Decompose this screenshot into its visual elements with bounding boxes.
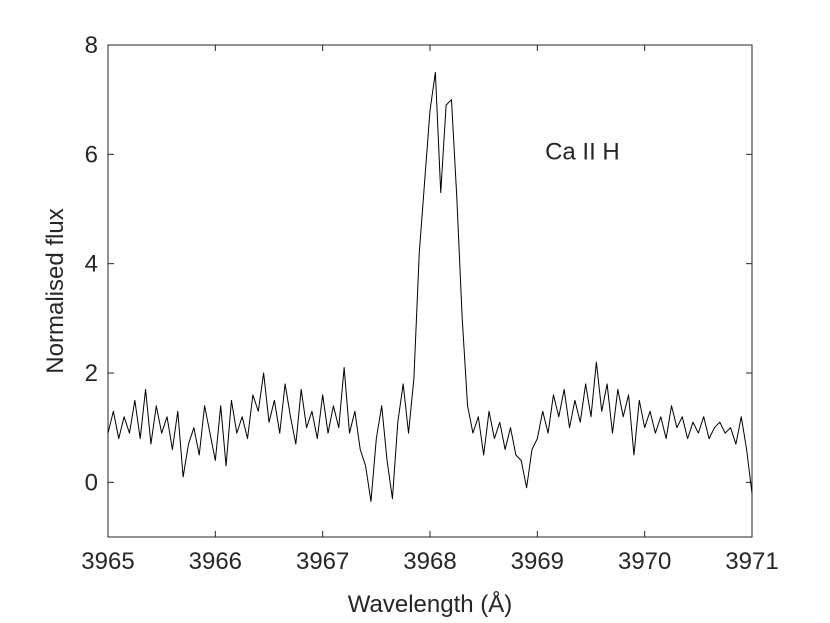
x-axis-label: Wavelength (Å): [348, 590, 513, 618]
spectrum-line: [107, 71, 753, 502]
x-tick-label: 3965: [81, 548, 134, 575]
x-tick-label: 3970: [618, 548, 671, 575]
y-axis-label: Normalised flux: [42, 208, 69, 373]
x-tick-label: 3971: [725, 548, 778, 575]
x-tick-label: 3969: [511, 548, 564, 575]
x-tick-label: 3968: [403, 548, 456, 575]
plot-frame: [107, 44, 753, 538]
annotation: Ca II H: [545, 139, 620, 166]
y-tick-label: 2: [85, 360, 98, 387]
y-tick-label: 4: [85, 251, 98, 278]
y-tick-label: 6: [85, 141, 98, 168]
y-tick-label: 0: [85, 469, 98, 496]
y-tick-label: 8: [85, 32, 98, 59]
x-tick-label: 3967: [296, 548, 349, 575]
x-tick-label: 3966: [189, 548, 242, 575]
